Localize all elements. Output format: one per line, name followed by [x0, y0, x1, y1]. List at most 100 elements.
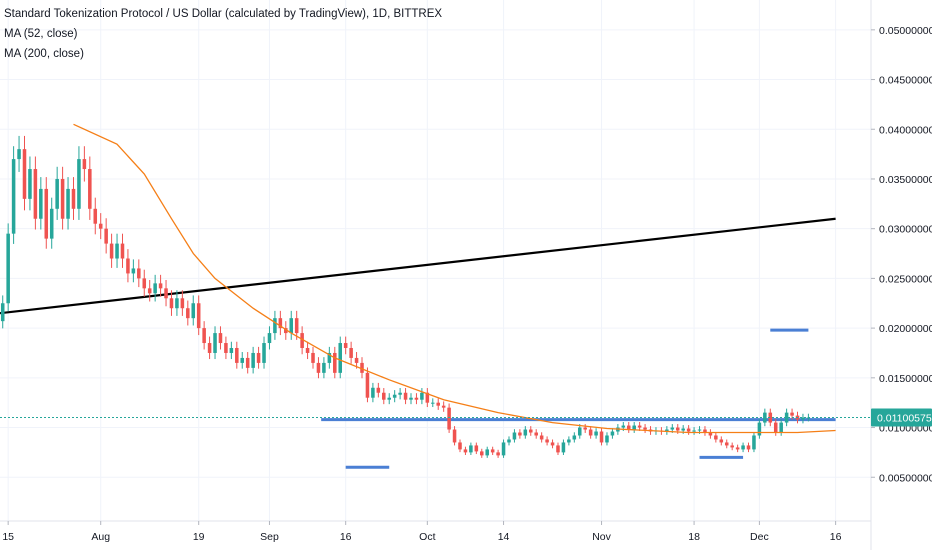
- candle-body: [126, 258, 130, 274]
- candle-body: [235, 347, 239, 363]
- candle-body: [169, 298, 174, 309]
- candle-body: [801, 417, 805, 420]
- candle-body: [779, 422, 783, 433]
- candle-body: [311, 352, 315, 363]
- candle-body: [539, 435, 544, 440]
- y-tick-label: 0.01500000: [879, 373, 932, 385]
- x-tick-label: 19: [193, 531, 205, 543]
- candle-body: [202, 328, 206, 344]
- candle-body: [267, 333, 272, 344]
- y-tick-label: 0.03500000: [879, 174, 932, 186]
- candle-body: [692, 430, 696, 432]
- candle-body: [773, 422, 778, 433]
- x-tick-label: Sep: [260, 531, 279, 543]
- candle-body: [17, 149, 21, 160]
- candle-body: [333, 352, 337, 373]
- candle-body: [523, 429, 528, 436]
- ma-52-label[interactable]: MA (52, close): [4, 28, 78, 40]
- candle-body: [458, 442, 462, 450]
- candle-body: [0, 303, 5, 322]
- candle-body: [251, 352, 255, 368]
- candle-body: [632, 425, 636, 430]
- candle-body: [474, 445, 479, 452]
- candle-body: [621, 425, 626, 428]
- candle-body: [289, 318, 294, 334]
- candle-body: [480, 451, 484, 456]
- last-price-tag: [871, 408, 932, 427]
- y-tick-label: 0.04000000: [879, 124, 932, 136]
- candle-body: [240, 357, 245, 363]
- candle-body: [343, 343, 348, 348]
- chart-legend: Standard Tokenization Protocol / US Doll…: [4, 4, 442, 64]
- candle-body: [316, 362, 321, 373]
- time-axis[interactable]: 15 Aug 19 Sep 16 Oct 14 Nov 18 Dec 16: [2, 521, 842, 543]
- x-tick-label: Oct: [419, 531, 435, 543]
- candle-body: [577, 427, 582, 436]
- candle-body: [77, 159, 81, 209]
- trend-lines: [0, 217, 836, 469]
- candle-body: [670, 427, 675, 430]
- candle-body: [626, 425, 631, 430]
- candle-body: [550, 442, 555, 446]
- y-tick-label: 0.02500000: [879, 273, 932, 285]
- candle-body: [387, 397, 391, 400]
- symbol-title[interactable]: Standard Tokenization Protocol / US Doll…: [4, 8, 443, 20]
- candle-body: [28, 169, 32, 199]
- x-tick-label: Dec: [750, 531, 769, 543]
- candle-body: [518, 432, 522, 436]
- x-tick-label: 18: [688, 531, 700, 543]
- candle-body: [278, 318, 283, 329]
- candle-body: [507, 439, 511, 443]
- candle-body: [262, 343, 266, 363]
- candle-body: [425, 392, 430, 403]
- candle-body: [485, 449, 489, 456]
- candle-body: [556, 445, 560, 453]
- candle-body: [360, 362, 364, 373]
- candle-body: [371, 387, 375, 398]
- candle-body: [71, 188, 76, 209]
- candle-body: [686, 428, 691, 432]
- candle-body: [784, 412, 789, 423]
- y-tick-label: 0.04500000: [879, 75, 932, 87]
- y-tick-label: 0.00500000: [879, 472, 932, 484]
- candle-body: [98, 223, 103, 229]
- candle-body: [567, 439, 571, 443]
- candle-body: [39, 188, 43, 219]
- candle-body: [441, 405, 446, 408]
- candle-body: [131, 268, 136, 274]
- candle-body: [164, 288, 168, 299]
- candle-body: [452, 429, 457, 443]
- candle-body: [534, 432, 538, 436]
- candle-body: [637, 425, 642, 428]
- candle-body: [414, 397, 419, 400]
- candle-body: [490, 449, 495, 453]
- candle-body: [746, 445, 751, 450]
- candle-body: [447, 407, 451, 430]
- ma-200-label[interactable]: MA (200, close): [4, 48, 84, 60]
- candle-body: [93, 208, 98, 224]
- x-tick-label: 16: [830, 531, 842, 543]
- candle-body: [115, 243, 119, 259]
- candle-body: [757, 422, 762, 436]
- x-tick-label: 14: [498, 531, 510, 543]
- candle-body: [137, 268, 141, 279]
- candle-body: [60, 178, 65, 219]
- candle-body: [175, 298, 179, 309]
- candle-body: [349, 347, 353, 358]
- candle-body: [643, 427, 647, 430]
- candle-body: [708, 432, 713, 436]
- candle-body: [599, 431, 604, 443]
- candle-body: [545, 439, 549, 443]
- candlesticks: [0, 135, 811, 458]
- candle-body: [338, 343, 343, 373]
- candle-body: [703, 429, 707, 433]
- candle-body: [420, 392, 424, 400]
- candle-body: [697, 429, 702, 431]
- candle-body: [44, 188, 49, 239]
- y-tick-label: 0.03000000: [879, 224, 932, 236]
- candle-body: [496, 452, 500, 456]
- candle-body: [768, 412, 773, 423]
- candle-body: [561, 442, 566, 453]
- candle-body: [588, 429, 593, 436]
